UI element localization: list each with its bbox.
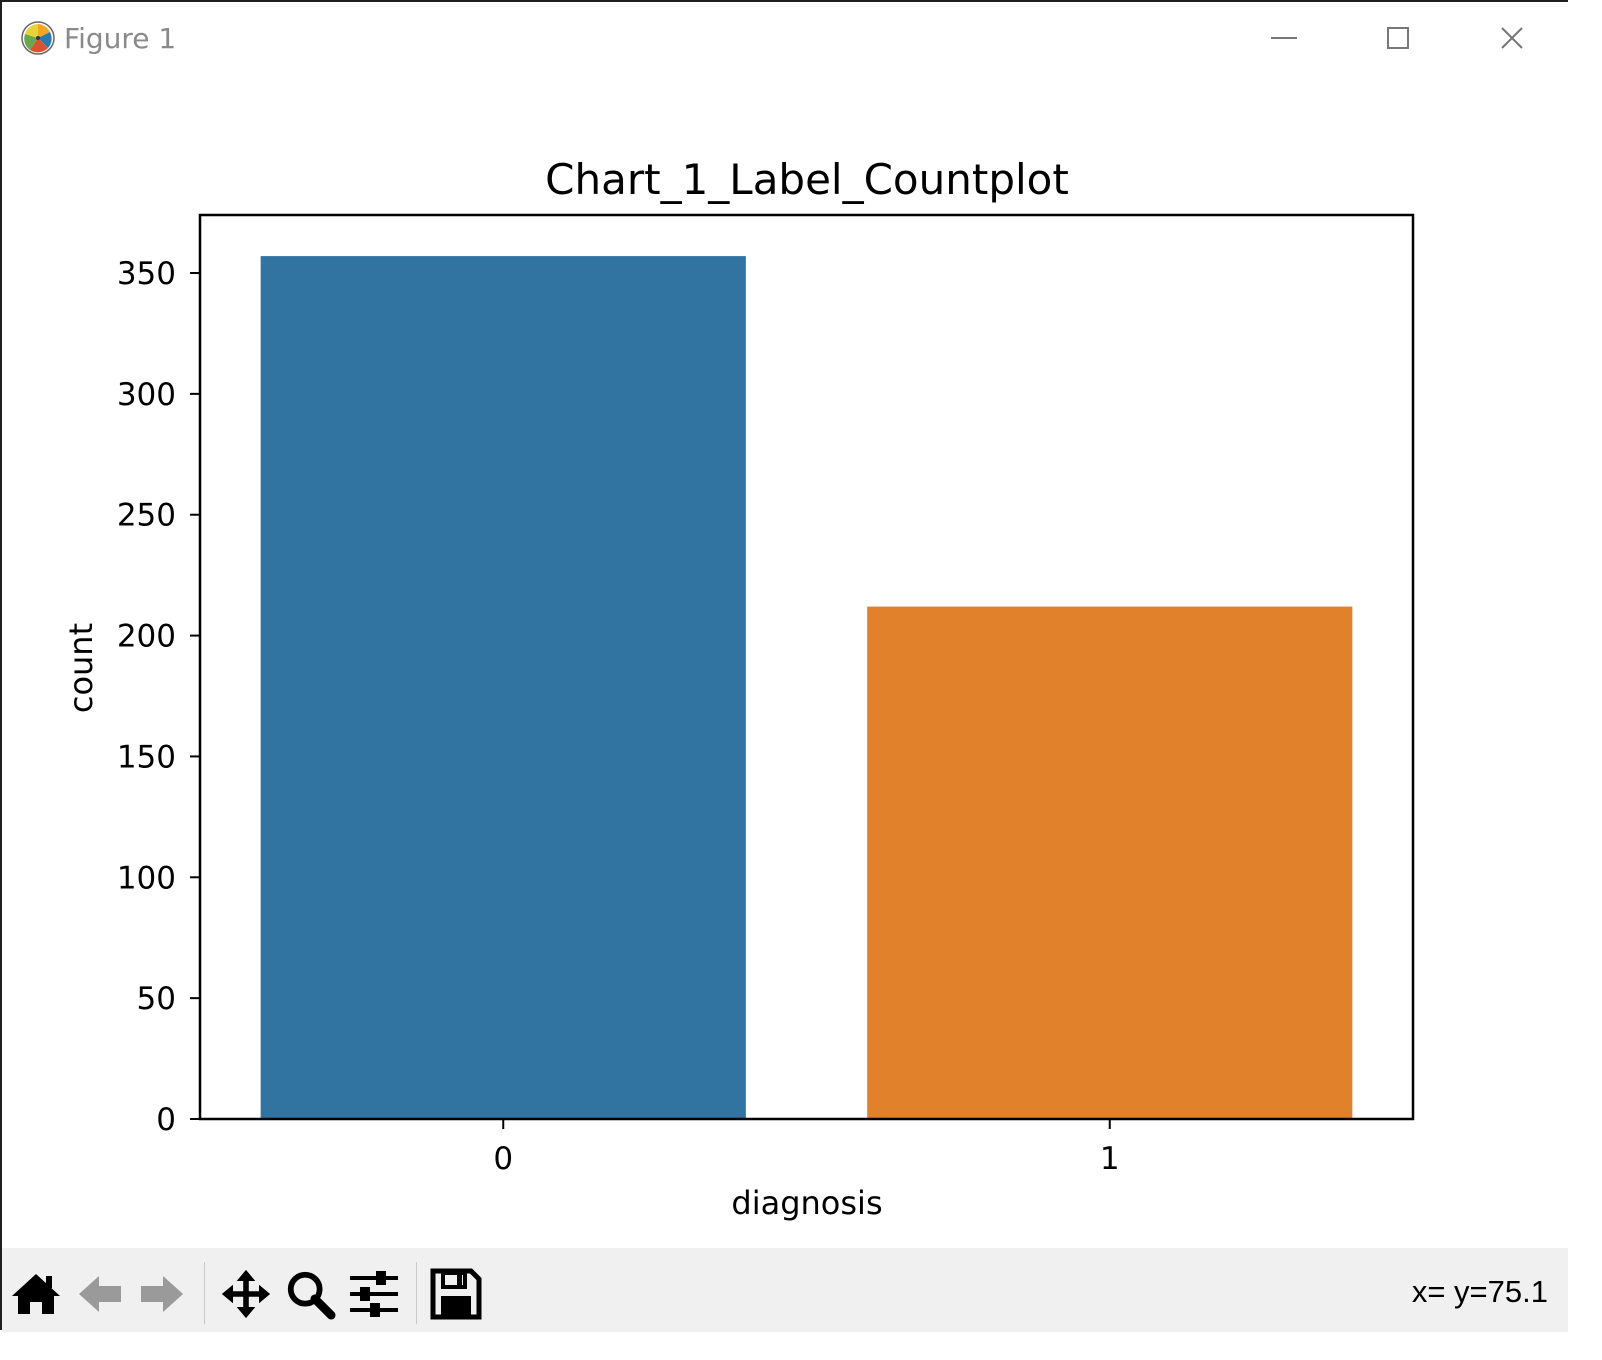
y-tick-label: 150 <box>117 739 176 775</box>
figure-canvas[interactable]: Chart_1_Label_Countplot 0 50 100 150 200 250 3… <box>2 74 1568 1246</box>
zoom-button[interactable] <box>284 1268 336 1320</box>
back-button[interactable] <box>74 1268 126 1320</box>
zoom-icon <box>287 1271 336 1320</box>
y-tick-label: 100 <box>117 860 176 896</box>
y-axis-label: count <box>62 623 100 713</box>
close-button[interactable] <box>1482 16 1542 60</box>
forward-arrow-icon <box>141 1276 183 1312</box>
x-axis-label: diagnosis <box>731 1184 882 1222</box>
close-icon <box>1501 27 1523 49</box>
configure-subplots-button[interactable] <box>348 1268 400 1320</box>
x-tick-label: 0 <box>493 1141 513 1177</box>
bar-1 <box>867 606 1353 1119</box>
forward-button[interactable] <box>136 1268 188 1320</box>
toolbar-separator <box>416 1262 417 1324</box>
configure-subplots-icon <box>350 1271 398 1317</box>
axes-frame <box>198 213 1415 1121</box>
save-button[interactable] <box>430 1268 482 1320</box>
y-tick-label: 250 <box>117 498 176 534</box>
toolbar-separator <box>204 1262 205 1324</box>
figure-window: Figure 1 Chart_1_Label_Countplot 0 50 100 1… <box>0 0 1568 1332</box>
maximize-icon <box>1387 27 1409 49</box>
minimize-button[interactable] <box>1254 16 1314 60</box>
x-tick-label: 1 <box>1100 1141 1120 1177</box>
matplotlib-logo-icon <box>21 21 55 55</box>
home-icon <box>12 1274 60 1314</box>
maximize-button[interactable] <box>1368 16 1428 60</box>
y-tick-label: 350 <box>117 256 176 292</box>
y-tick-label: 0 <box>156 1102 176 1138</box>
navigation-toolbar: x= y=75.1 <box>2 1248 1568 1332</box>
bar-chart: Chart_1_Label_Countplot 0 50 100 150 200 250 3… <box>62 155 1415 1222</box>
y-tick-label: 300 <box>117 377 176 413</box>
y-tick-label: 50 <box>137 981 176 1017</box>
title-bar[interactable]: Figure 1 <box>2 2 1568 74</box>
chart-title: Chart_1_Label_Countplot <box>545 155 1069 204</box>
window-title: Figure 1 <box>64 22 177 55</box>
bar-0 <box>260 256 746 1119</box>
save-icon <box>430 1268 482 1320</box>
back-arrow-icon <box>79 1276 121 1312</box>
minimize-icon <box>1271 37 1297 39</box>
cursor-coordinates: x= y=75.1 <box>1411 1274 1548 1309</box>
pan-button[interactable] <box>220 1268 272 1320</box>
pan-icon <box>221 1269 271 1319</box>
y-tick-label: 200 <box>117 619 176 655</box>
home-button[interactable] <box>10 1268 62 1320</box>
